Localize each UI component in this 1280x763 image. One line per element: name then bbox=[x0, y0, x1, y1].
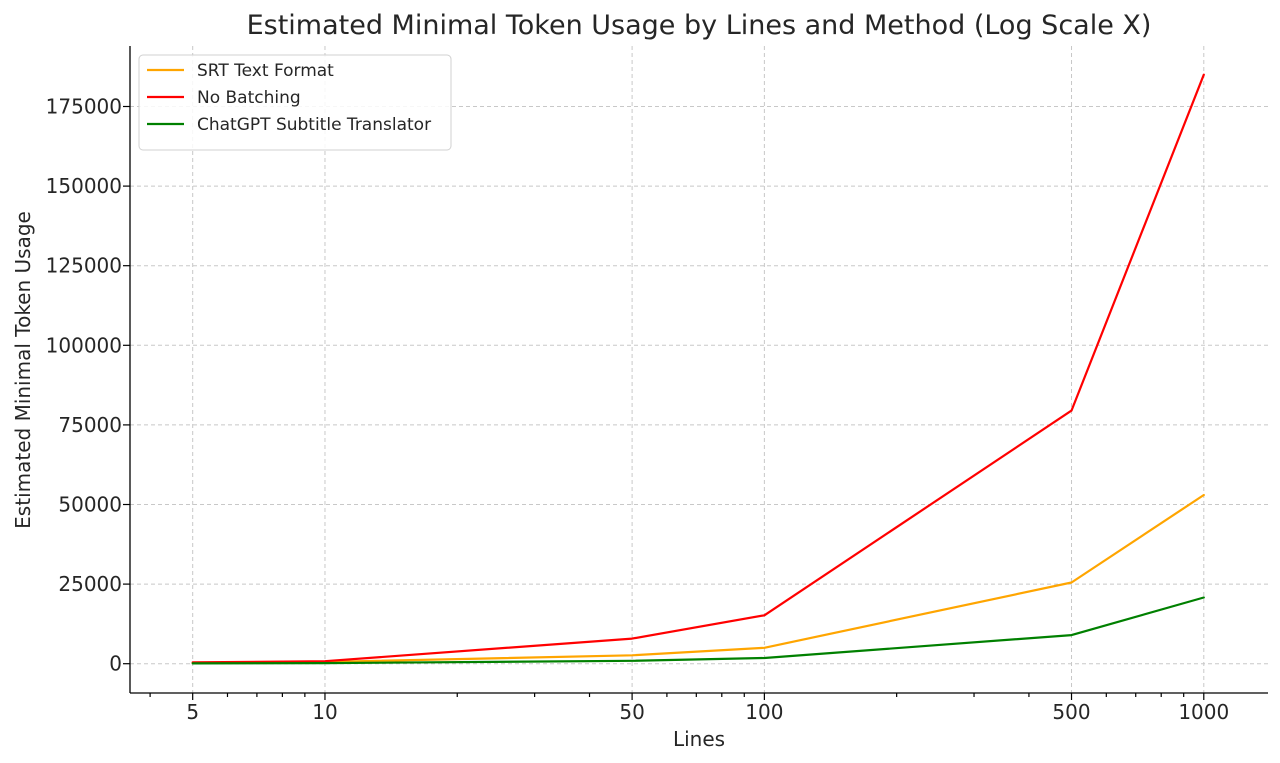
legend-box bbox=[138, 54, 452, 151]
series-line-chatgpt-subtitle-translator bbox=[191, 596, 1205, 665]
y-tick-label: 25000 bbox=[58, 572, 122, 596]
x-tick-label: 50 bbox=[619, 700, 644, 724]
axes: 0 25000 50000 75000 100000 125000 150000 175000… bbox=[46, 46, 1268, 724]
y-tick-label: 50000 bbox=[58, 493, 122, 517]
series-line-no-batching bbox=[191, 73, 1205, 664]
legend-label: No Batching bbox=[197, 88, 301, 108]
y-tick-label: 100000 bbox=[46, 333, 122, 357]
x-tick-label: 1000 bbox=[1178, 700, 1229, 724]
y-tick-label: 150000 bbox=[46, 174, 122, 198]
x-tick-label: 10 bbox=[312, 700, 337, 724]
x-tick-label: 5 bbox=[186, 700, 199, 724]
x-tick-label: 500 bbox=[1052, 700, 1090, 724]
x-tick-label: 100 bbox=[745, 700, 783, 724]
y-tick-label: 0 bbox=[109, 652, 122, 676]
grid bbox=[130, 46, 1268, 693]
legend: SRT Text Format No Batching ChatGPT Subtit… bbox=[138, 54, 452, 151]
legend-label: SRT Text Format bbox=[197, 61, 334, 81]
series-line-srt-text-format bbox=[191, 493, 1205, 665]
y-tick-label: 175000 bbox=[46, 94, 122, 118]
series-lines bbox=[191, 73, 1205, 665]
legend-label: ChatGPT Subtitle Translator bbox=[197, 115, 431, 135]
chart-title: Estimated Minimal Token Usage by Lines a… bbox=[247, 10, 1152, 41]
y-axis-label: Estimated Minimal Token Usage bbox=[11, 211, 35, 529]
y-tick-label: 125000 bbox=[46, 254, 122, 278]
y-tick-label: 75000 bbox=[58, 413, 122, 437]
x-axis-label: Lines bbox=[673, 727, 725, 751]
